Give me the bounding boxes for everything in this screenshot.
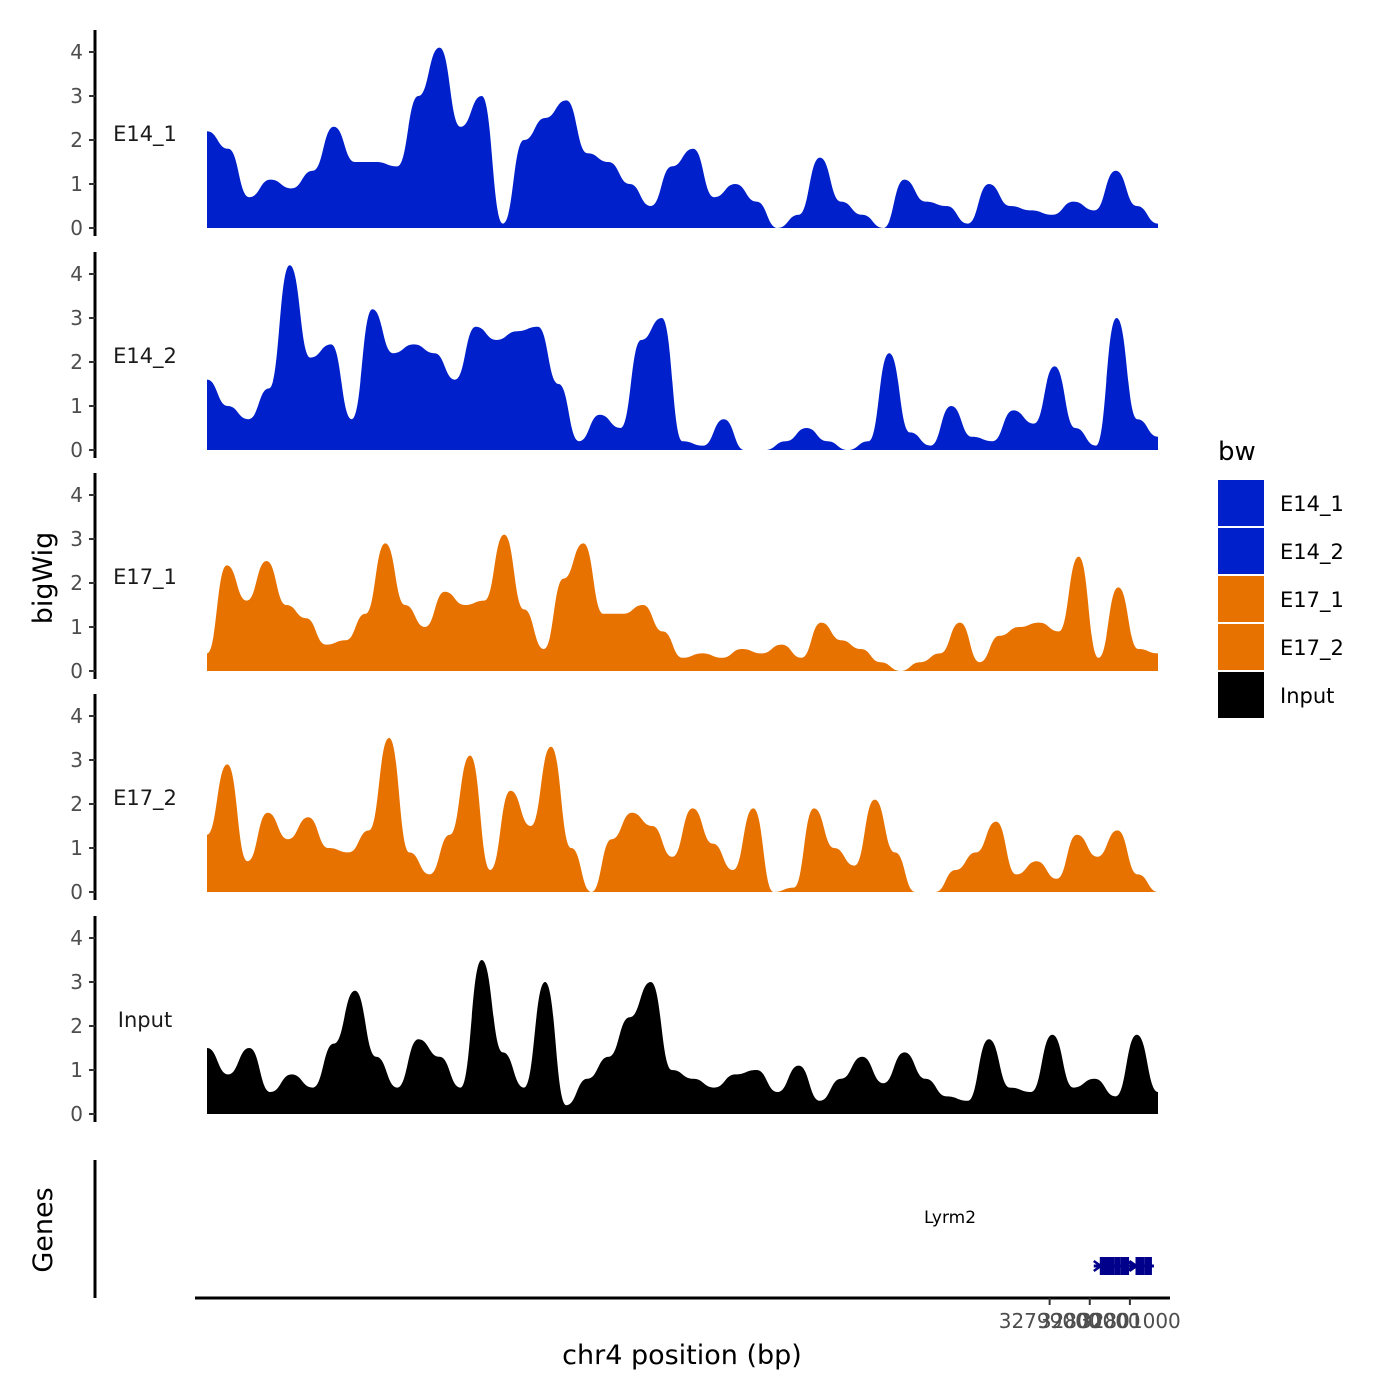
genes-axis-title: Genes [28,1187,59,1272]
gene-exon [1102,1257,1115,1275]
track-label: E14_1 [113,122,177,147]
y-tick-label: 0 [70,1102,83,1126]
track-e17-1: 0 1 2 3 4 E17_1 [70,473,1158,683]
y-tick-label: 0 [70,216,83,240]
y-tick-label: 1 [70,615,83,639]
track-label: E17_1 [113,565,177,590]
legend-swatch [1218,672,1264,718]
legend-swatch [1218,624,1264,670]
y-tick-label: 0 [70,659,83,683]
bigwig-tracks: 0 1 2 3 4 E14_1 0 1 2 3 4 E14_2 0 1 2 3 4 E17_1 0 1 2 3 4 E17_2… [70,30,1158,1126]
legend-title: bw [1218,437,1256,467]
x-tick-label: 32801000 [1079,1309,1181,1333]
y-tick-label: 3 [70,970,83,994]
gene-label: Lyrm2 [924,1208,976,1228]
signal-area-input [207,960,1158,1114]
legend-swatch [1218,528,1264,574]
gene-exon [1144,1257,1152,1275]
x-tick-label: 32800000 [1039,1309,1141,1333]
y-axis-title: bigWig [28,532,59,625]
y-tick-label: 1 [70,1058,83,1082]
y-tick-label: 0 [70,880,83,904]
y-tick-label: 1 [70,172,83,196]
legend-swatch [1218,480,1264,526]
x-tick-label: 32799000 [999,1309,1101,1333]
legend-swatch [1218,576,1264,622]
legend-label: E17_2 [1280,636,1344,661]
signal-area-e17-1 [207,534,1158,671]
strand-arrow [1093,1259,1103,1273]
y-tick-label: 2 [70,1014,83,1038]
y-tick-label: 0 [70,438,83,462]
track-e14-1: 0 1 2 3 4 E14_1 [70,30,1158,240]
strand-arrow [1126,1259,1137,1273]
track-e17-2: 0 1 2 3 4 E17_2 [70,694,1158,904]
track-label: Input [118,1008,172,1032]
legend-label: E14_1 [1280,492,1344,517]
x-axis-title: chr4 position (bp) [562,1340,802,1371]
track-input: 0 1 2 3 4 Input [70,916,1158,1126]
signal-area-e17-2 [207,738,1158,892]
gene-exon [1135,1257,1145,1275]
y-tick-label: 3 [70,527,83,551]
gene-exon [1120,1257,1130,1275]
gene-track: Lyrm2 [93,1160,1154,1298]
legend: E14_1 E14_2 E17_1 E17_2 Input [1218,480,1344,718]
y-tick-label: 2 [70,792,83,816]
y-tick-label: 2 [70,571,83,595]
strand-arrow [1128,1259,1139,1273]
gene-exon [1114,1257,1121,1275]
y-tick-label: 4 [70,483,83,507]
y-tick-label: 1 [70,394,83,418]
y-tick-label: 3 [70,306,83,330]
y-tick-label: 1 [70,836,83,860]
signal-area-e14-1 [207,47,1158,228]
y-tick-label: 2 [70,128,83,152]
track-label: E17_2 [113,786,177,811]
track-e14-2: 0 1 2 3 4 E14_2 [70,252,1158,462]
track-label: E14_2 [113,344,177,369]
y-tick-label: 4 [70,40,83,64]
legend-label: E17_1 [1280,588,1344,613]
legend-label: E14_2 [1280,540,1344,565]
y-tick-label: 3 [70,748,83,772]
y-tick-label: 2 [70,350,83,374]
y-tick-label: 4 [70,926,83,950]
y-tick-label: 4 [70,704,83,728]
legend-label: Input [1280,684,1334,708]
signal-area-e14-2 [207,265,1158,450]
y-tick-label: 4 [70,262,83,286]
y-tick-label: 3 [70,84,83,108]
